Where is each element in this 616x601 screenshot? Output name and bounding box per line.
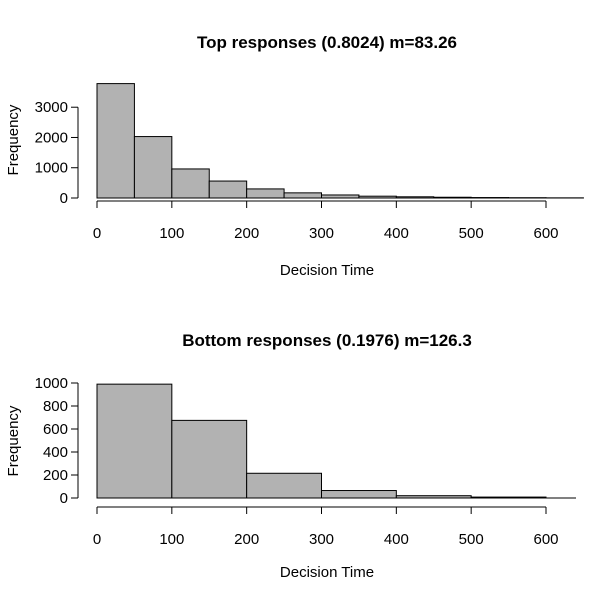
top-bar: [246, 188, 285, 199]
bottom-bar: [171, 419, 248, 499]
top-x-tick-label: 100: [159, 225, 184, 242]
top-responses-panel: Top responses (0.8024) m=83.26 Frequency…: [5, 33, 584, 279]
bottom-x-axis: 0 100 200 300 400 500 600: [93, 506, 559, 548]
top-bar: [283, 192, 323, 199]
bottom-y-tick-label: 800: [43, 398, 68, 415]
bottom-y-tick-label: 600: [43, 421, 68, 438]
top-x-tick-label: 500: [459, 225, 484, 242]
bottom-x-tick-label: 500: [459, 531, 484, 548]
top-bars: [96, 83, 584, 199]
top-x-tick-label: 200: [234, 225, 259, 242]
bottom-y-tick-label: 0: [60, 490, 68, 507]
bottom-x-tick-label: 300: [309, 531, 334, 548]
top-x-axis-label: Decision Time: [280, 262, 374, 279]
top-bar: [171, 168, 210, 199]
top-x-tick-label: 300: [309, 225, 334, 242]
bottom-y-tick-label: 1000: [35, 375, 68, 392]
bottom-x-tick-label: 100: [159, 531, 184, 548]
bottom-x-tick-label: 600: [533, 531, 558, 548]
top-y-tick-label: 0: [60, 190, 68, 207]
bottom-x-axis-label: Decision Time: [280, 564, 374, 581]
bottom-bar: [96, 383, 173, 499]
bottom-y-axis-label: Frequency: [5, 405, 22, 476]
top-x-tick-label: 600: [533, 225, 558, 242]
top-bar: [208, 180, 248, 199]
top-x-tick-label: 400: [384, 225, 409, 242]
top-x-tick-label: 0: [93, 225, 101, 242]
bottom-x-tick-label: 200: [234, 531, 259, 548]
bottom-x-tick-label: 0: [93, 531, 101, 548]
bottom-y-tick-label: 200: [43, 467, 68, 484]
bottom-bar: [246, 472, 323, 499]
bottom-x-tick-label: 400: [384, 531, 409, 548]
top-y-axis: 0 1000 2000 3000: [35, 99, 79, 207]
bottom-bar: [321, 490, 397, 499]
bottom-responses-panel: Bottom responses (0.1976) m=126.3 Freque…: [5, 331, 576, 581]
bottom-bars: [96, 383, 576, 499]
top-chart-title: Top responses (0.8024) m=83.26: [197, 33, 457, 52]
bottom-y-axis: 0 200 400 600 800 1000: [35, 375, 79, 507]
top-y-tick-label: 2000: [35, 129, 68, 146]
top-bar: [133, 136, 173, 199]
bottom-chart-title: Bottom responses (0.1976) m=126.3: [182, 331, 472, 350]
top-y-tick-label: 3000: [35, 99, 68, 116]
top-bar: [96, 83, 135, 199]
top-y-axis-label: Frequency: [5, 104, 22, 175]
top-y-tick-label: 1000: [35, 160, 68, 177]
bottom-y-tick-label: 400: [43, 444, 68, 461]
top-x-axis: 0 100 200 300 400 500 600: [93, 200, 559, 242]
